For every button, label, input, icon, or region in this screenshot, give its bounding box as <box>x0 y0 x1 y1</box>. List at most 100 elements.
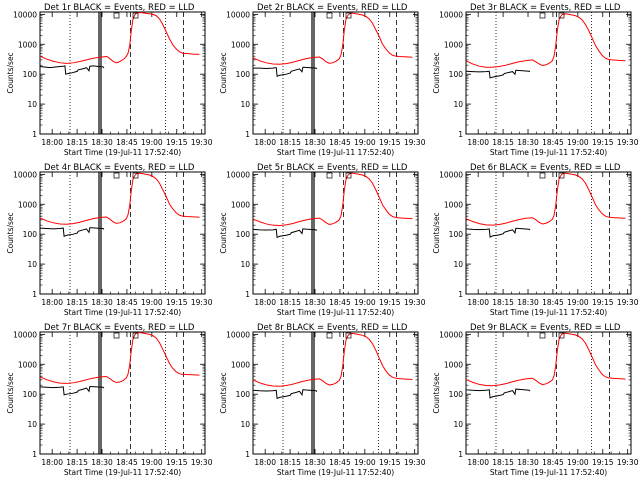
events-series <box>39 386 105 396</box>
x-tick-label: 19:00 <box>141 298 163 307</box>
x-tick-label: 19:15 <box>592 458 614 467</box>
y-tick-label: 1000 <box>18 200 37 209</box>
y-tick-label: 100 <box>23 230 38 239</box>
state-marker <box>132 332 139 339</box>
y-tick-label: 10000 <box>226 330 250 339</box>
y-axis-label: Counts/sec <box>432 52 441 93</box>
x-tick-label: 18:45 <box>116 458 138 467</box>
y-tick-label: 1000 <box>231 360 250 369</box>
lld-series <box>465 13 626 68</box>
y-tick-label: 100 <box>449 390 464 399</box>
events-series <box>465 388 531 399</box>
y-axis-label: Counts/sec <box>6 212 15 253</box>
x-axis-label: Start Time (19-Jul-11 17:52:40) <box>490 468 607 477</box>
x-tick-label: 18:45 <box>542 138 564 147</box>
events-series <box>252 228 318 239</box>
y-tick-label: 1 <box>32 450 37 459</box>
x-tick-label: 18:15 <box>279 298 301 307</box>
events-series <box>39 65 105 75</box>
x-tick-label: 18:00 <box>467 298 489 307</box>
y-tick-label: 100 <box>236 70 251 79</box>
panel-title: Det 9r BLACK = Events, RED = LLD <box>470 323 621 333</box>
y-axis-label: Counts/sec <box>219 372 228 413</box>
x-tick-label: 19:00 <box>354 458 376 467</box>
x-tick-label: 18:30 <box>517 458 539 467</box>
y-tick-label: 1 <box>458 450 463 459</box>
state-marker <box>539 172 546 179</box>
x-tick-label: 18:30 <box>91 458 113 467</box>
y-tick-label: 10000 <box>13 10 37 19</box>
x-tick-label: 19:00 <box>141 458 163 467</box>
x-axis-label: Start Time (19-Jul-11 17:52:40) <box>490 308 607 317</box>
x-tick-label: 18:00 <box>254 138 276 147</box>
y-tick-label: 10000 <box>439 10 463 19</box>
panel-det-7: Det 7r BLACK = Events, RED = LLD 1 10 100 10… <box>6 323 213 477</box>
events-series <box>465 69 531 79</box>
plot-frame <box>465 11 632 135</box>
x-tick-label: 19:30 <box>617 138 639 147</box>
y-tick-label: 10 <box>27 260 37 269</box>
x-tick-label: 19:00 <box>354 138 376 147</box>
y-tick-label: 10 <box>453 420 463 429</box>
x-tick-label: 19:00 <box>567 138 589 147</box>
x-tick-label: 19:00 <box>567 458 589 467</box>
x-tick-label: 18:15 <box>279 138 301 147</box>
y-tick-label: 1000 <box>18 40 37 49</box>
y-axis-label: Counts/sec <box>219 212 228 253</box>
plot-frame <box>39 171 206 295</box>
state-marker <box>539 12 546 19</box>
state-marker <box>558 172 565 179</box>
x-tick-label: 19:15 <box>166 298 188 307</box>
x-axis-label: Start Time (19-Jul-11 17:52:40) <box>277 308 394 317</box>
y-tick-label: 10 <box>240 260 250 269</box>
x-tick-label: 18:00 <box>467 458 489 467</box>
y-tick-label: 1 <box>458 130 463 139</box>
state-marker <box>326 332 333 339</box>
x-tick-label: 19:30 <box>404 458 426 467</box>
x-tick-label: 19:15 <box>166 458 188 467</box>
y-tick-label: 10 <box>240 100 250 109</box>
panel-title: Det 2r BLACK = Events, RED = LLD <box>257 3 408 13</box>
y-tick-label: 1 <box>245 290 250 299</box>
y-tick-label: 100 <box>23 390 38 399</box>
x-tick-label: 18:45 <box>542 298 564 307</box>
lld-series <box>252 12 413 65</box>
x-tick-label: 18:00 <box>467 138 489 147</box>
x-tick-label: 19:30 <box>404 298 426 307</box>
lld-series <box>465 332 626 387</box>
y-axis-label: Counts/sec <box>6 372 15 413</box>
x-tick-label: 19:30 <box>617 458 639 467</box>
x-tick-label: 18:30 <box>91 138 113 147</box>
events-series <box>253 66 318 78</box>
y-tick-label: 1 <box>245 450 250 459</box>
panel-title: Det 3r BLACK = Events, RED = LLD <box>470 3 621 13</box>
x-tick-label: 18:45 <box>329 298 351 307</box>
y-tick-label: 10 <box>27 100 37 109</box>
x-tick-label: 18:45 <box>116 138 138 147</box>
x-tick-label: 19:30 <box>404 138 426 147</box>
x-tick-label: 19:00 <box>567 298 589 307</box>
state-marker <box>113 12 120 19</box>
panel-title: Det 1r BLACK = Events, RED = LLD <box>44 3 195 13</box>
x-tick-label: 19:15 <box>379 458 401 467</box>
y-tick-label: 1000 <box>444 200 463 209</box>
y-tick-label: 1000 <box>18 360 37 369</box>
y-tick-label: 10000 <box>13 170 37 179</box>
plot-frame <box>465 331 632 455</box>
state-marker <box>345 332 352 339</box>
y-axis-label: Counts/sec <box>6 52 15 93</box>
y-tick-label: 1000 <box>231 200 250 209</box>
x-tick-label: 18:30 <box>517 298 539 307</box>
state-marker <box>558 332 565 339</box>
lld-series <box>39 12 200 64</box>
state-marker <box>345 172 352 179</box>
lld-series <box>39 332 200 384</box>
y-tick-label: 10 <box>453 100 463 109</box>
y-tick-label: 1000 <box>444 40 463 49</box>
y-tick-label: 100 <box>449 230 464 239</box>
y-tick-label: 10000 <box>439 170 463 179</box>
y-tick-label: 1 <box>458 290 463 299</box>
x-tick-label: 18:15 <box>66 138 88 147</box>
x-tick-label: 18:15 <box>279 458 301 467</box>
